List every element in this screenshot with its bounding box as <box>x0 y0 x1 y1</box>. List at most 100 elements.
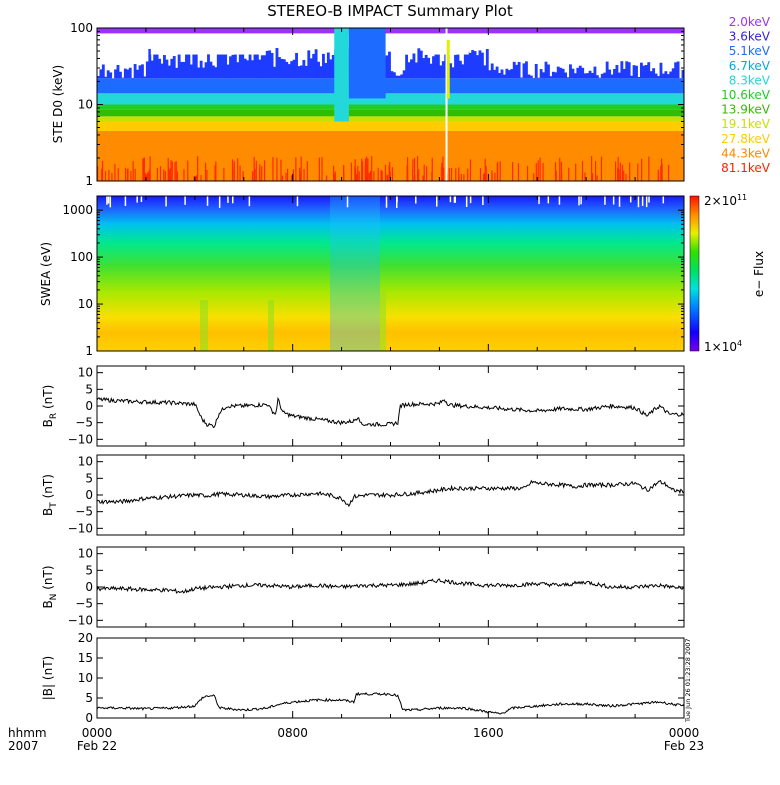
swea-gap <box>648 196 650 203</box>
swea-dropout <box>380 290 386 351</box>
ste-spike <box>168 158 169 181</box>
ste-spike <box>470 159 471 181</box>
y-tick-label: 5 <box>85 471 93 485</box>
ste-blue-column <box>574 73 577 78</box>
ste-blue-column <box>586 73 589 78</box>
ste-blue-column <box>547 64 550 78</box>
ste-spike <box>359 171 360 181</box>
ste-spike <box>417 156 418 181</box>
ste-spike <box>285 173 286 181</box>
ste-spike <box>540 158 541 181</box>
ste-blue-column <box>513 62 516 78</box>
ste-spike <box>542 163 543 181</box>
ste-blue-column <box>190 64 193 78</box>
swea-gap <box>630 196 632 202</box>
y-tick-label: 10 <box>78 98 93 112</box>
ste-blue-column <box>261 55 264 78</box>
ste-blue-column <box>623 69 626 78</box>
ste-blue-column <box>439 65 442 78</box>
swea-gap <box>580 196 582 204</box>
ste-blue-column <box>256 52 259 79</box>
ste-spike <box>177 172 178 181</box>
y-tick-label: 0 <box>85 580 93 594</box>
ste-spike <box>176 162 177 181</box>
bn-ylabel: BN (nT) <box>41 565 59 608</box>
legend-entry: 81.1keV <box>721 161 771 175</box>
ste-blue-column <box>146 61 149 78</box>
ste-spike <box>335 172 336 181</box>
ste-blue-column <box>464 54 467 79</box>
ste-blue-column <box>466 51 469 78</box>
ste-blue-column <box>271 53 274 78</box>
ste-spike <box>371 156 372 181</box>
ste-spike <box>105 171 106 181</box>
ste-spike <box>301 156 302 181</box>
bt-ylabel: BT (nT) <box>41 474 59 516</box>
ste-blue-column <box>655 74 658 79</box>
ste-spike <box>658 170 659 181</box>
ste-spike <box>108 170 109 181</box>
br-ylabel: BR (nT) <box>41 385 59 428</box>
legend-entry: 3.6keV <box>729 30 771 44</box>
ste-spike <box>291 175 292 181</box>
ste-spike <box>223 168 224 181</box>
plot-title: STEREO-B IMPACT Summary Plot <box>267 2 513 20</box>
ste-spike <box>234 161 235 181</box>
swea-gap <box>141 196 143 202</box>
x-tick-label: 1600 <box>473 726 504 740</box>
ste-blue-column <box>163 55 166 78</box>
ste-blue-column <box>616 65 619 78</box>
ste-blue-column <box>523 63 526 78</box>
ste-spike <box>114 164 115 181</box>
ste-spike <box>536 163 537 181</box>
x-tick-date: Feb 23 <box>664 739 704 753</box>
ste-blue-column <box>483 65 486 78</box>
ste-blue-column <box>459 61 462 79</box>
y-tick-label: −10 <box>68 613 93 627</box>
swea-gap <box>297 196 299 206</box>
swea-dropout <box>200 300 208 351</box>
ste-blue-column <box>210 62 213 79</box>
ste-blue-column <box>420 51 423 79</box>
ste-spike <box>133 161 134 181</box>
ste-blue-column <box>293 60 296 79</box>
ste-blue-column <box>581 68 584 78</box>
ste-spike <box>442 157 443 181</box>
ste-blue-column <box>305 66 308 78</box>
swea-gap <box>642 196 644 206</box>
ste-spike <box>461 174 462 181</box>
ste-blue-column <box>129 68 132 79</box>
ste-blue-column <box>227 65 230 79</box>
ste-blue-column <box>669 72 672 79</box>
ste-blue-column <box>398 76 401 79</box>
ste-blue-column <box>268 50 271 78</box>
x-tick-label: 0000 <box>82 726 113 740</box>
ste-blue-column <box>628 62 631 78</box>
ste-blue-column <box>493 70 496 78</box>
ste-blue-column <box>185 54 188 78</box>
ste-blue-column <box>642 66 645 79</box>
ste-blue-column <box>295 53 298 78</box>
ste-blue-column <box>217 53 220 79</box>
ste-blue-column <box>413 53 416 78</box>
br-frame <box>97 366 684 446</box>
ste-spike <box>259 164 260 181</box>
y-tick-label: −10 <box>68 432 93 446</box>
ste-spike <box>232 163 233 181</box>
ste-blue-column <box>300 65 303 78</box>
ste-blue-column <box>205 62 208 78</box>
ste-blue-column <box>486 49 489 78</box>
ste-blue-column <box>161 64 164 79</box>
y-tick-label: 1 <box>85 174 93 188</box>
ste-blue-column <box>461 64 464 78</box>
ste-blue-column <box>283 59 286 78</box>
ste-spike <box>424 165 425 181</box>
ste-blue-column <box>469 53 472 78</box>
ste-blue-column <box>187 50 190 78</box>
swea-gap <box>466 196 468 207</box>
ste-spike <box>125 168 126 181</box>
ste-spike <box>512 162 513 181</box>
ste-blue-column <box>290 61 293 78</box>
